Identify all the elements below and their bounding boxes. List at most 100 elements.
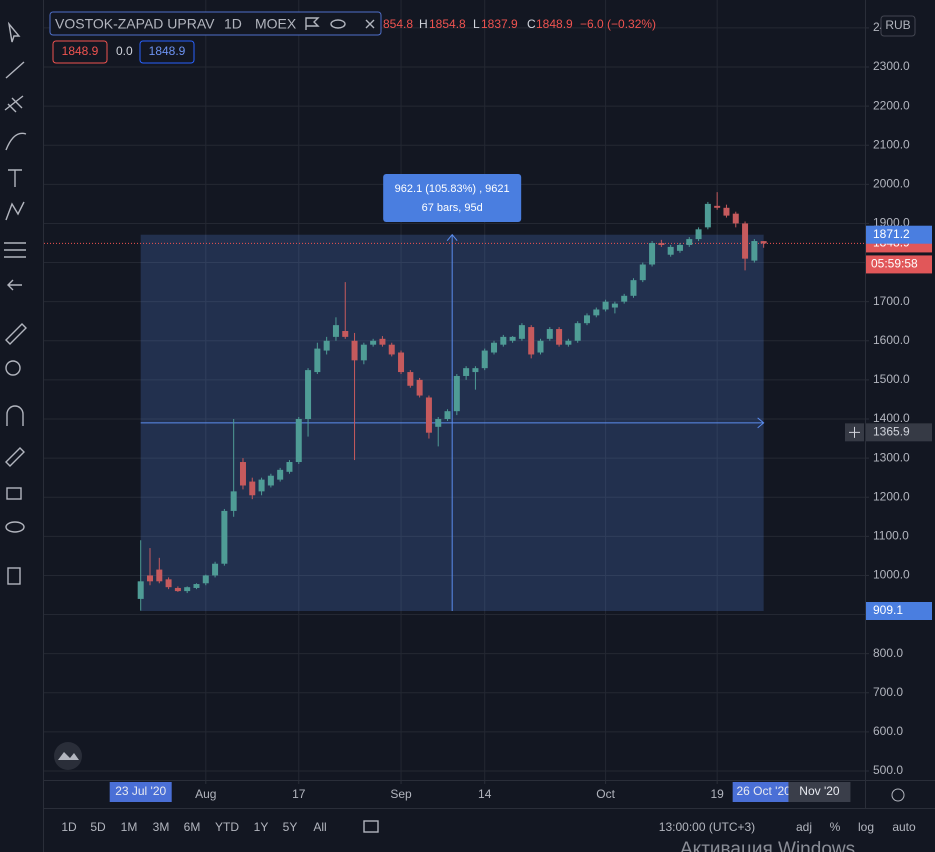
y-tick-label: 1400.0 [873, 411, 910, 425]
candle-body [583, 315, 590, 324]
magnet-tool[interactable] [6, 405, 24, 426]
candle-body [314, 348, 321, 373]
period-button[interactable]: YTD [215, 820, 239, 834]
candle-body [574, 323, 581, 341]
candle-body [667, 246, 674, 255]
period-button[interactable]: 3M [153, 820, 170, 834]
close-icon[interactable] [365, 19, 375, 29]
candle-body [546, 329, 553, 339]
candle-body [156, 569, 163, 582]
flag-icon[interactable] [305, 17, 320, 30]
candle-body [221, 510, 228, 564]
price-axis-bg [865, 0, 935, 808]
ruler-tool[interactable] [5, 323, 27, 345]
period-button[interactable]: 5Y [283, 820, 298, 834]
time-badge-bg [732, 782, 795, 802]
bid-box[interactable] [52, 40, 108, 64]
ohlc-value: 1837.9 [481, 17, 518, 31]
y-tick-label: 1000.0 [873, 568, 910, 582]
scale-option[interactable]: adj [796, 820, 812, 834]
candle-body [676, 244, 683, 251]
candle-body [174, 587, 181, 592]
period-button[interactable]: 1Y [254, 820, 269, 834]
candle-body [249, 481, 256, 496]
timezone[interactable]: 13:00:00 (UTC+3) [659, 820, 755, 834]
delete-tool[interactable] [7, 567, 21, 585]
candle-body [537, 340, 544, 353]
price-label-bg [866, 601, 932, 620]
scale-option[interactable]: % [830, 820, 841, 834]
symbol: VOSTOK-ZAPAD UPRAV [55, 16, 215, 32]
period-button[interactable]: 1D [61, 820, 77, 834]
lock-drawing-tool[interactable] [5, 447, 25, 467]
time-badge: 26 Oct '20 [736, 784, 791, 798]
cursor-tool[interactable] [7, 21, 21, 43]
candle-body [639, 264, 646, 281]
spread: 0.0 [116, 44, 133, 58]
ohlc-label: H [419, 17, 428, 31]
time-badge-bg [109, 782, 172, 802]
y-tick-label: 500.0 [873, 763, 903, 777]
ask-box[interactable] [139, 40, 195, 64]
lock-tool[interactable] [6, 487, 22, 500]
settings-icon[interactable] [891, 788, 905, 802]
price-label: 1365.9 [873, 425, 910, 439]
os-watermark: Активация Windows [680, 839, 855, 852]
candle-body [704, 203, 711, 228]
period-button[interactable]: 1M [121, 820, 138, 834]
time-badge: Nov '20 [799, 784, 840, 798]
ohlc-value: 1854.8 [429, 17, 466, 31]
eye-icon[interactable] [330, 19, 346, 29]
price-label: 909.1 [873, 603, 903, 617]
candle-body [193, 584, 200, 588]
candle-body [239, 462, 246, 486]
fib-tool[interactable] [4, 95, 24, 113]
trendline-tool[interactable] [5, 61, 25, 79]
y-tick-label: 2300.0 [873, 59, 910, 73]
period-button[interactable]: 6M [184, 820, 201, 834]
text-tool[interactable] [8, 169, 22, 187]
candle-body [491, 342, 498, 353]
candle-body [565, 340, 572, 345]
back-tool[interactable] [7, 279, 22, 291]
candle-body [472, 368, 479, 373]
interval: 1D [224, 16, 242, 32]
scale-option[interactable]: auto [892, 820, 916, 834]
bid: 1848.9 [62, 44, 99, 58]
candle-body [453, 375, 460, 412]
candle-body [370, 340, 377, 345]
x-tick-label: Sep [390, 787, 412, 801]
x-tick-label: 14 [478, 787, 492, 801]
candle-body [723, 207, 730, 216]
symbol-box[interactable] [49, 11, 382, 36]
candle-body [649, 242, 656, 265]
y-tick-label: 2000.0 [873, 177, 910, 191]
brush-tool[interactable] [5, 132, 27, 151]
visibility-tool[interactable] [5, 521, 25, 533]
candle-body [425, 397, 432, 433]
scale-option[interactable]: log [858, 820, 874, 834]
zoom-tool[interactable] [5, 360, 21, 376]
countdown-bg [866, 255, 932, 274]
candle-body [760, 241, 767, 244]
candle-body [407, 372, 414, 386]
pattern-tool[interactable] [5, 201, 25, 221]
candle-body [230, 491, 237, 511]
candle-body [286, 462, 293, 472]
measure-text: 962.1 (105.83%) , 9621 [395, 183, 510, 195]
candle-body [658, 242, 665, 245]
period-button[interactable]: 5D [90, 820, 106, 834]
ohlc-value: 1848.9 [536, 17, 573, 31]
candle-body [611, 303, 618, 308]
change: −6.0 (−0.32%) [580, 17, 656, 31]
currency-button[interactable] [880, 15, 916, 37]
date-range-icon[interactable] [363, 820, 379, 833]
prediction-tool[interactable] [4, 242, 26, 258]
candle-body [342, 331, 349, 337]
plot-area: 962.1 (105.83%) , 9621 67 bars, 95d [44, 0, 865, 780]
candle-body [258, 479, 265, 492]
candle-body [267, 475, 274, 486]
period-button[interactable]: All [313, 820, 326, 834]
